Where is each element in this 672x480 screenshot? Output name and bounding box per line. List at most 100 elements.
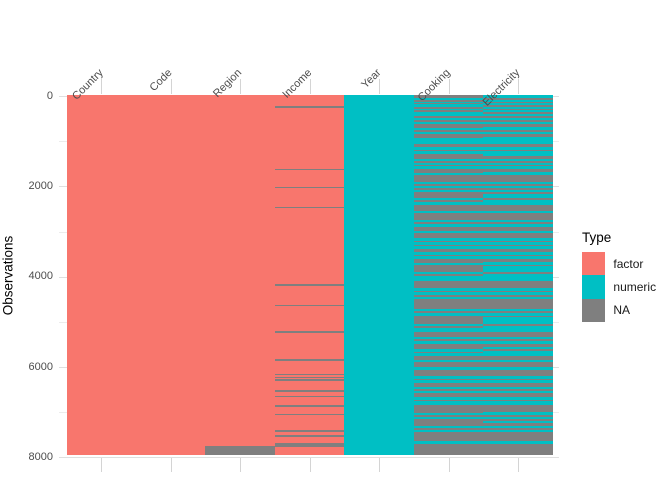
na-stripe	[483, 332, 553, 338]
na-stripe	[413, 294, 484, 297]
na-stripe	[274, 186, 345, 189]
na-stripe	[413, 355, 484, 360]
na-stripe	[483, 156, 553, 159]
na-stripe	[413, 168, 484, 173]
na-stripe	[483, 254, 553, 257]
na-stripe	[483, 192, 553, 194]
column-cooking	[413, 95, 484, 456]
na-stripe	[413, 393, 484, 398]
y-tick-label: 6000	[28, 360, 53, 373]
na-stripe	[413, 222, 484, 225]
legend-label: NA	[613, 303, 631, 318]
na-stripe	[413, 188, 484, 191]
x-axis-tick-bottom	[309, 458, 311, 472]
na-stripe	[413, 248, 484, 253]
x-axis-tick-top	[240, 79, 242, 94]
na-stripe	[483, 362, 553, 368]
na-stripe	[483, 315, 553, 317]
legend-label: numeric	[613, 280, 657, 295]
na-stripe	[274, 331, 345, 333]
na-stripe	[413, 428, 484, 431]
y-tick-label: 4000	[28, 270, 53, 283]
na-stripe	[483, 369, 553, 376]
x-axis-tick-top	[101, 79, 103, 94]
x-axis-tick-bottom	[379, 458, 380, 472]
na-stripe	[483, 382, 553, 387]
na-stripe	[483, 97, 553, 101]
na-stripe	[413, 240, 484, 243]
y-tick-label: 2000	[28, 179, 53, 192]
na-stripe	[483, 311, 553, 314]
na-stripe	[483, 164, 553, 167]
na-stripe	[413, 281, 484, 289]
na-stripe	[413, 149, 484, 152]
na-stripe	[413, 116, 484, 119]
na-stripe	[413, 311, 484, 314]
x-axis-tick-top	[379, 79, 380, 94]
na-stripe	[483, 281, 553, 288]
na-stripe	[483, 161, 553, 163]
na-stripe	[413, 332, 484, 338]
na-stripe	[483, 120, 553, 123]
legend: Type factor numeric NA	[582, 230, 657, 323]
na-stripe	[413, 161, 484, 163]
x-axis-tick-bottom	[240, 458, 242, 472]
x-axis-tick-bottom	[101, 458, 103, 472]
na-stripe	[483, 323, 553, 326]
na-stripe	[413, 184, 484, 186]
na-stripe	[483, 213, 553, 220]
na-stripe	[483, 205, 553, 211]
na-stripe	[483, 393, 553, 398]
na-stripe	[483, 144, 553, 147]
na-stripe	[483, 168, 553, 173]
column-code	[135, 95, 206, 456]
na-stripe	[413, 226, 484, 231]
x-axis-tick-bottom	[448, 458, 450, 472]
na-stripe	[483, 222, 553, 225]
na-stripe	[274, 284, 345, 286]
na-stripe	[483, 264, 553, 267]
column-region	[205, 95, 275, 456]
na-stripe	[413, 339, 484, 342]
na-stripe	[274, 168, 345, 171]
na-stripe	[413, 106, 484, 109]
na-stripe	[483, 443, 553, 456]
na-stripe	[483, 134, 553, 138]
na-stripe	[274, 359, 345, 361]
na-stripe	[483, 112, 553, 115]
na-stripe	[483, 123, 553, 128]
na-stripe	[483, 232, 553, 239]
na-stripe	[413, 164, 484, 167]
na-stripe	[413, 431, 484, 442]
na-stripe	[413, 343, 484, 350]
na-stripe	[274, 379, 345, 381]
na-stripe	[483, 149, 553, 152]
na-stripe	[413, 200, 484, 202]
legend-title: Type	[582, 230, 612, 245]
na-stripe	[483, 422, 553, 426]
na-stripe	[413, 362, 484, 368]
na-stripe	[483, 198, 553, 200]
column-income	[274, 95, 345, 456]
na-stripe	[413, 298, 484, 310]
na-stripe	[413, 95, 484, 98]
na-stripe	[274, 413, 345, 416]
na-stripe	[413, 244, 484, 247]
na-stripe	[274, 442, 345, 447]
na-stripe	[483, 399, 553, 402]
na-stripe	[413, 264, 484, 273]
na-stripe	[483, 389, 553, 391]
na-stripe	[274, 106, 345, 108]
na-stripe	[413, 258, 484, 263]
na-stripe	[483, 298, 553, 309]
na-stripe	[483, 290, 553, 293]
na-stripe	[413, 144, 484, 148]
na-stripe	[413, 103, 484, 105]
column-electricity	[483, 95, 553, 456]
na-stripe	[483, 348, 553, 351]
na-stripe	[483, 101, 553, 104]
x-axis-tick-bottom	[170, 458, 172, 472]
na-stripe	[483, 294, 553, 297]
na-stripe	[413, 443, 484, 456]
na-stripe	[413, 175, 484, 183]
